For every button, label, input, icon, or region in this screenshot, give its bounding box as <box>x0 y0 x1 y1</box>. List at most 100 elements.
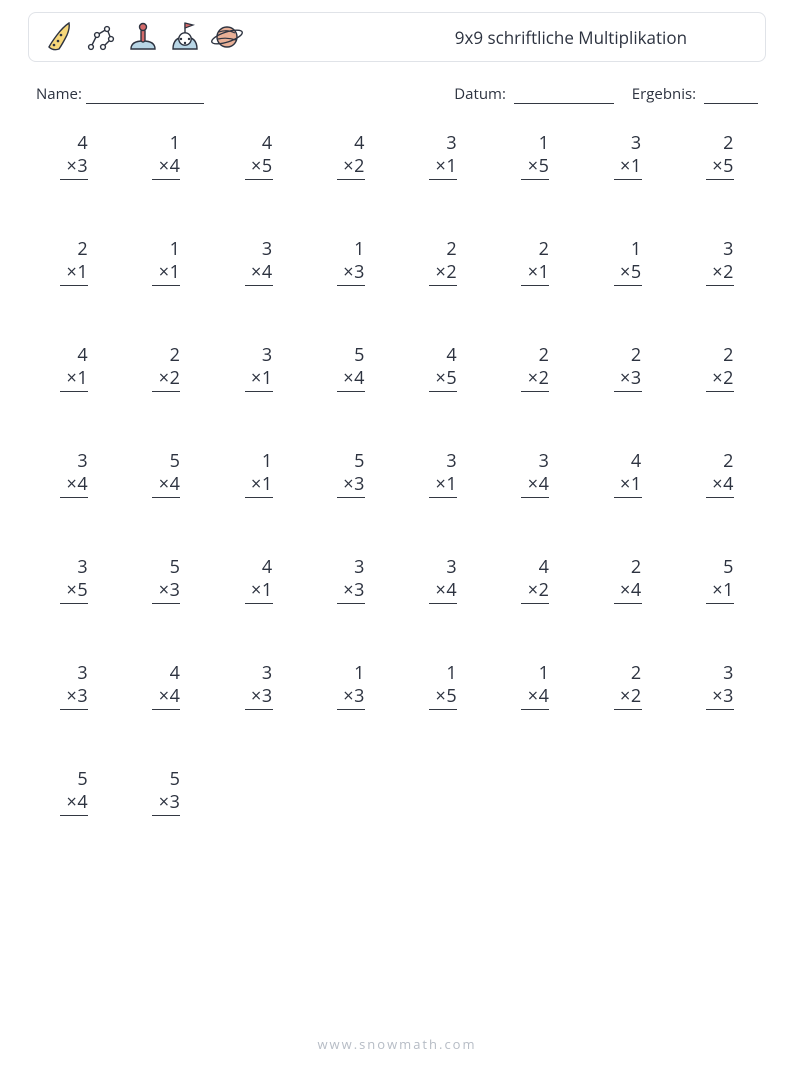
constellation-icon <box>81 17 121 57</box>
multiplication-problem: 5×3 <box>305 450 397 498</box>
multiplier: ×3 <box>245 685 273 711</box>
multiplicand: 3 <box>60 662 88 685</box>
multiplicand: 2 <box>614 556 642 579</box>
multiplication-problem: 2×4 <box>582 556 674 604</box>
multiplier: ×2 <box>429 261 457 287</box>
multiplier: ×4 <box>60 791 88 817</box>
multiplicand: 1 <box>614 238 642 261</box>
joystick-icon <box>123 17 163 57</box>
multiplication-problem: 5×4 <box>120 450 212 498</box>
name-blank[interactable] <box>86 90 204 104</box>
multiplicand: 2 <box>706 132 734 155</box>
multiplier: ×1 <box>245 473 273 499</box>
multiplicand: 5 <box>152 556 180 579</box>
multiplier: ×5 <box>521 155 549 181</box>
multiplicand: 2 <box>429 238 457 261</box>
multiplication-problem: 4×5 <box>213 132 305 180</box>
multiplicand: 3 <box>521 450 549 473</box>
date-blank[interactable] <box>514 90 614 104</box>
multiplication-problem: 2×1 <box>489 238 581 286</box>
multiplier: ×3 <box>60 155 88 181</box>
multiplicand: 5 <box>706 556 734 579</box>
multiplicand: 3 <box>429 132 457 155</box>
multiplication-problem: 1×5 <box>582 238 674 286</box>
multiplicand: 3 <box>60 450 88 473</box>
score-label: Ergebnis: <box>632 84 696 104</box>
multiplier: ×4 <box>152 473 180 499</box>
multiplier: ×2 <box>152 367 180 393</box>
multiplier: ×2 <box>521 579 549 605</box>
multiplication-problem: 3×2 <box>674 238 766 286</box>
multiplier: ×3 <box>706 685 734 711</box>
multiplicand: 1 <box>521 662 549 685</box>
multiplier: ×2 <box>706 261 734 287</box>
multiplication-problem: 3×3 <box>28 662 120 710</box>
multiplication-problem: 1×3 <box>305 662 397 710</box>
multiplication-problem: 2×3 <box>582 344 674 392</box>
multiplier: ×1 <box>521 261 549 287</box>
multiplier: ×4 <box>245 261 273 287</box>
multiplicand: 3 <box>429 450 457 473</box>
header-icons <box>39 17 247 57</box>
multiplicand: 3 <box>337 556 365 579</box>
multiplication-problem: 2×5 <box>674 132 766 180</box>
multiplicand: 5 <box>337 450 365 473</box>
multiplicand: 2 <box>614 344 642 367</box>
multiplication-problem: 3×5 <box>28 556 120 604</box>
multiplier: ×1 <box>429 155 457 181</box>
multiplication-problem: 3×1 <box>397 450 489 498</box>
multiplication-problem: 4×1 <box>28 344 120 392</box>
multiplication-problem: 4×2 <box>305 132 397 180</box>
problems-grid: 4×31×44×54×23×11×53×12×52×11×13×41×32×22… <box>28 132 766 816</box>
multiplication-problem: 1×3 <box>305 238 397 286</box>
multiplicand: 3 <box>245 662 273 685</box>
multiplier: ×4 <box>521 473 549 499</box>
multiplication-problem: 1×5 <box>397 662 489 710</box>
multiplication-problem: 5×4 <box>305 344 397 392</box>
multiplier: ×4 <box>429 579 457 605</box>
name-label: Name: <box>36 84 82 104</box>
multiplier: ×3 <box>614 367 642 393</box>
multiplier: ×4 <box>152 155 180 181</box>
multiplier: ×1 <box>706 579 734 605</box>
multiplicand: 1 <box>245 450 273 473</box>
multiplicand: 4 <box>60 344 88 367</box>
name-field: Name: <box>36 84 204 104</box>
multiplication-problem: 5×3 <box>120 556 212 604</box>
multiplier: ×4 <box>614 579 642 605</box>
multiplicand: 2 <box>614 662 642 685</box>
date-field: Datum: <box>454 84 614 104</box>
multiplicand: 1 <box>152 238 180 261</box>
multiplicand: 5 <box>60 768 88 791</box>
multiplication-problem: 1×4 <box>489 662 581 710</box>
multiplication-problem: 3×3 <box>305 556 397 604</box>
multiplicand: 4 <box>614 450 642 473</box>
footer-url: www.snowmath.com <box>0 1035 794 1053</box>
multiplication-problem: 5×4 <box>28 768 120 816</box>
score-blank[interactable] <box>704 90 758 104</box>
multiplier: ×2 <box>614 685 642 711</box>
multiplication-problem: 2×2 <box>674 344 766 392</box>
multiplier: ×5 <box>706 155 734 181</box>
multiplication-problem: 2×2 <box>397 238 489 286</box>
meta-line: Name: Datum: Ergebnis: <box>36 84 758 104</box>
multiplicand: 3 <box>245 344 273 367</box>
multiplicand: 4 <box>152 662 180 685</box>
multiplication-problem: 3×1 <box>397 132 489 180</box>
multiplication-problem: 2×2 <box>489 344 581 392</box>
multiplication-problem: 3×4 <box>397 556 489 604</box>
multiplier: ×5 <box>245 155 273 181</box>
multiplier: ×1 <box>60 261 88 287</box>
multiplicand: 3 <box>245 238 273 261</box>
multiplier: ×1 <box>614 473 642 499</box>
multiplication-problem: 2×4 <box>674 450 766 498</box>
multiplication-problem: 3×1 <box>582 132 674 180</box>
multiplicand: 4 <box>245 556 273 579</box>
worksheet-header: 9x9 schriftliche Multiplikation <box>28 12 766 62</box>
multiplication-problem: 3×4 <box>489 450 581 498</box>
worksheet-title: 9x9 schriftliche Multiplikation <box>455 26 747 49</box>
multiplication-problem: 4×2 <box>489 556 581 604</box>
multiplication-problem: 4×1 <box>582 450 674 498</box>
multiplicand: 2 <box>706 344 734 367</box>
observatory-icon <box>165 17 205 57</box>
